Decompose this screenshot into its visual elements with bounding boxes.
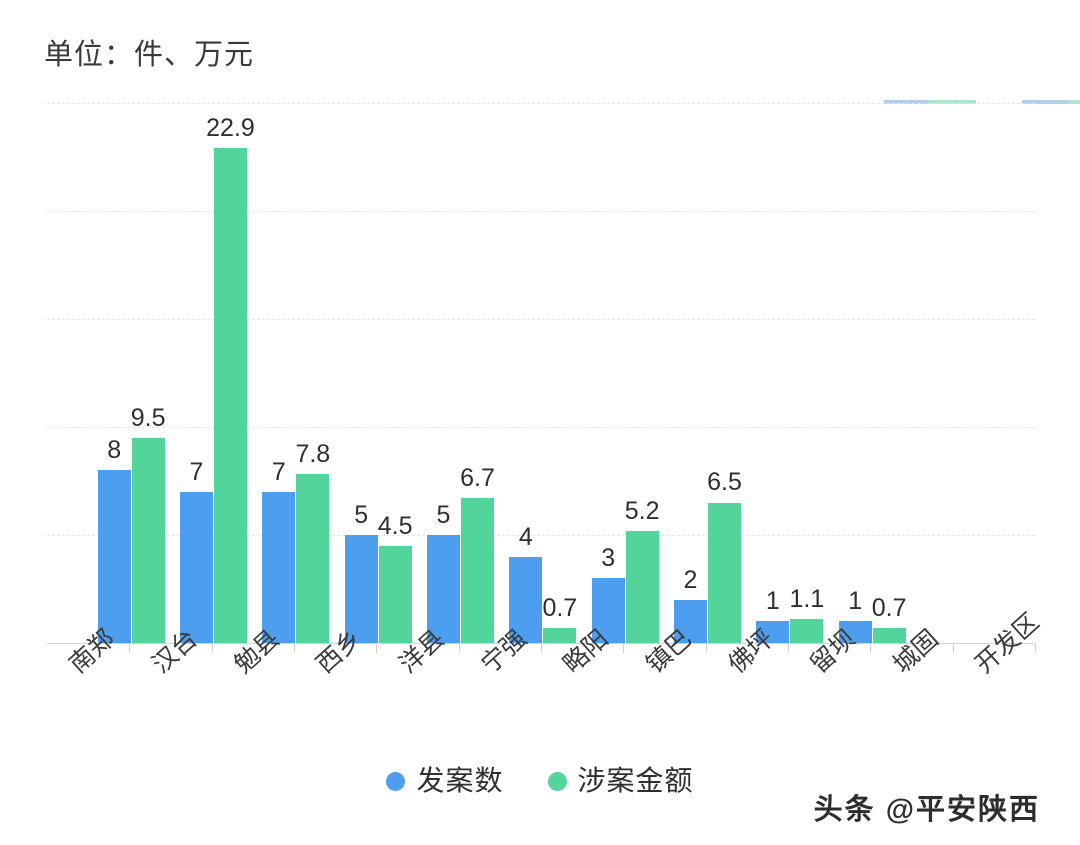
x-axis-tick [212, 644, 213, 653]
gridline [47, 318, 1035, 320]
bar-value-label: 7 [271, 457, 286, 486]
bar-涉案金额-勉县[interactable] [296, 474, 330, 643]
x-axis-tick [1035, 644, 1036, 653]
bar-发案数-勉县[interactable] [262, 491, 296, 643]
clipped-legend-blue-segment [884, 100, 930, 104]
bar-发案数-南郑[interactable] [97, 470, 131, 643]
x-axis-tick [459, 644, 460, 653]
x-axis-tick [129, 644, 130, 653]
bar-发案数-留坝[interactable] [838, 621, 872, 643]
clipped-legend-blue-segment-2 [1022, 100, 1068, 104]
bar-value-label: 1.1 [789, 585, 825, 614]
bar-value-label: 5.2 [624, 496, 660, 525]
bar-value-label: 4.5 [377, 511, 413, 540]
bar-value-label: 0.7 [542, 593, 578, 622]
legend-item-发案数[interactable]: 发案数 [386, 766, 503, 796]
x-axis-line [47, 643, 1035, 644]
bar-涉案金额-南郑[interactable] [131, 437, 165, 643]
x-axis-tick [706, 644, 707, 653]
x-axis-tick [623, 644, 624, 653]
x-axis-tick [953, 644, 954, 653]
chart-unit-title: 单位：件、万元 [44, 39, 255, 71]
clipped-legend-artifact-2 [1022, 100, 1080, 104]
legend-dot-icon [386, 771, 406, 791]
clipped-legend-green-segment [930, 100, 976, 104]
watermark: 头条 @平安陕西 [813, 794, 1040, 826]
legend-item-涉案金额[interactable]: 涉案金额 [547, 765, 694, 796]
x-axis-tick [294, 644, 295, 653]
bar-value-label: 22.9 [206, 114, 255, 142]
bar-发案数-宁强[interactable] [509, 556, 543, 643]
bar-value-label: 5 [436, 500, 451, 529]
bar-value-label: 1 [765, 587, 780, 616]
gridline [47, 534, 1035, 536]
bar-发案数-汉台[interactable] [180, 491, 213, 643]
bar-涉案金额-镇巴[interactable] [708, 502, 741, 643]
x-axis-tick [870, 644, 871, 653]
gridline [47, 210, 1035, 212]
bar-value-label: 7 [189, 457, 204, 486]
bar-value-label: 7.8 [295, 440, 331, 469]
bar-value-label: 9.5 [130, 403, 166, 432]
bar-涉案金额-宁强[interactable] [543, 627, 577, 643]
bar-发案数-略阳[interactable] [591, 578, 625, 643]
gridline [47, 102, 1035, 104]
bar-涉案金额-略阳[interactable] [625, 530, 659, 643]
bar-发案数-佛坪[interactable] [756, 621, 790, 643]
bar-发案数-镇巴[interactable] [674, 599, 707, 643]
bar-发案数-洋县[interactable] [427, 534, 460, 643]
bar-涉案金额-西乡[interactable] [378, 545, 412, 643]
bar-涉案金额-洋县[interactable] [461, 498, 494, 643]
x-axis-tick [376, 644, 377, 653]
bar-value-label: 3 [601, 544, 616, 573]
gridline [47, 426, 1035, 428]
bar-value-label: 1 [848, 587, 863, 616]
bar-发案数-西乡[interactable] [344, 534, 378, 643]
bar-value-label: 6.5 [707, 468, 742, 497]
bar-value-label: 0.7 [871, 593, 907, 622]
plot-area: 8 9.5 7 22.9 7 7.8 5 4.5 5 6.7 4 0.7 3 5.2 2 6.5 1 1.1 1 0.… [47, 95, 1035, 643]
x-axis-tick [788, 644, 789, 653]
legend-label: 发案数 [416, 765, 504, 796]
chart-legend: 发案数 涉案金额 [0, 766, 1080, 796]
bar-value-label: 4 [518, 522, 533, 551]
bar-value-label: 2 [683, 565, 698, 594]
bar-涉案金额-留坝[interactable] [872, 627, 906, 643]
clipped-legend-artifact [884, 100, 1024, 104]
legend-dot-icon [547, 771, 567, 791]
bar-value-label: 8 [107, 436, 122, 465]
x-axis-tick [541, 644, 542, 653]
clipped-legend-green-segment-2 [1068, 100, 1080, 104]
bar-value-label: 5 [354, 500, 369, 529]
bar-value-label: 6.7 [460, 464, 495, 493]
bar-涉案金额-佛坪[interactable] [790, 619, 824, 643]
bar-涉案金额-汉台[interactable] [214, 148, 247, 643]
legend-label: 涉案金额 [577, 765, 694, 796]
